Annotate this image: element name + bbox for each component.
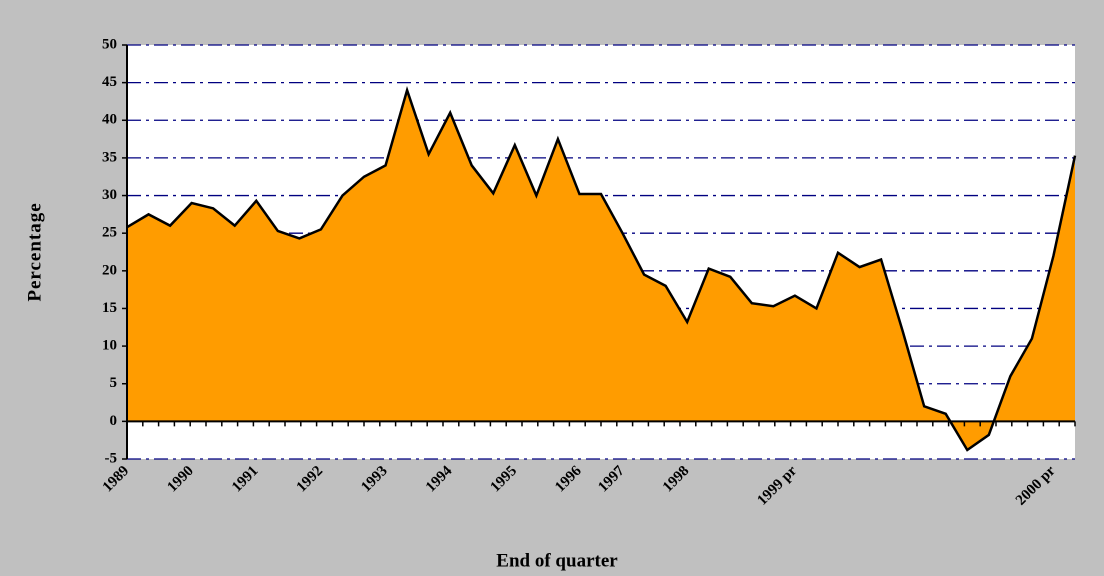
- line: [126, 85, 1077, 452]
- x-tick-label: 1997: [595, 463, 628, 496]
- x-tick-label: 1995: [488, 463, 521, 496]
- x-tick-label: 1993: [358, 463, 391, 496]
- x-tick-label: 1998: [660, 463, 693, 496]
- area: [127, 90, 1075, 450]
- x-tick-label: 1999 pr: [754, 463, 800, 509]
- y-tick-label: 15: [102, 300, 117, 316]
- x-tick-label: 1990: [164, 463, 197, 496]
- y-tick-label: -5: [105, 450, 118, 466]
- y-tick-label: 30: [102, 187, 117, 203]
- y-tick-label: 25: [102, 225, 117, 241]
- y-tick-label: 40: [102, 112, 117, 128]
- y-tick-label: 20: [102, 262, 117, 278]
- y-tick-label: 5: [110, 375, 118, 391]
- y-tick-label: 50: [102, 36, 117, 52]
- y-tick-label: 35: [102, 149, 117, 165]
- y-tick-label: 0: [110, 413, 118, 429]
- x-tick-label: 2000 pr: [1013, 463, 1059, 509]
- x-axis-title: End of quarter: [496, 550, 618, 571]
- x-tick-label: 1989: [100, 463, 133, 496]
- x-tick-label: 1992: [294, 463, 327, 496]
- y-tick-label: 10: [102, 338, 117, 354]
- x-tick-label: 1991: [229, 463, 262, 496]
- y-axis-title: Percentage: [24, 202, 45, 301]
- x-tick-label: 1994: [423, 463, 456, 496]
- y-tick-label: 45: [102, 74, 117, 90]
- x-tick-label: 1996: [552, 463, 585, 496]
